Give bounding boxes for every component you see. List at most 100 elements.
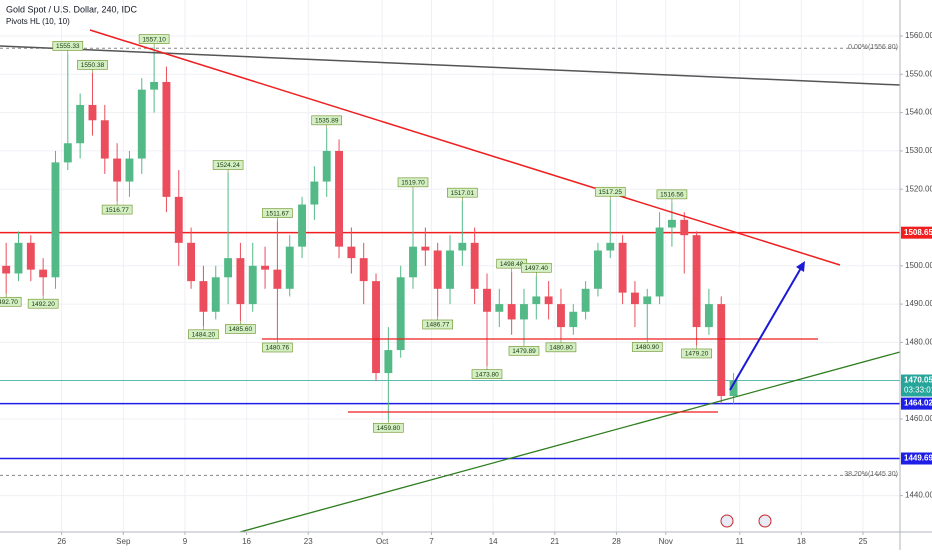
- y-tick-label: 1480.00: [905, 338, 932, 347]
- countdown: 03:33:01: [904, 386, 932, 395]
- candle-body: [76, 104, 85, 144]
- candle-body: [322, 150, 331, 182]
- x-tick-label: 7: [429, 537, 434, 546]
- candle-body: [14, 242, 23, 274]
- candle-body: [446, 250, 454, 289]
- candle-body: [569, 311, 578, 328]
- fib-label: 38.20%(1445.30): [844, 471, 898, 478]
- y-tick-label: 1540.00: [905, 108, 932, 117]
- candle-body: [335, 150, 343, 247]
- candle-body: [520, 304, 528, 320]
- candle-body: [643, 296, 652, 305]
- candle-body: [717, 304, 726, 397]
- pivot-label: 1484.20: [192, 332, 216, 339]
- candle-body: [125, 158, 134, 182]
- candle-body: [26, 242, 35, 270]
- pivot-box: [77, 60, 108, 70]
- x-tick-label: 18: [797, 537, 806, 546]
- pivot-box: [27, 298, 59, 309]
- candle-body: [248, 265, 257, 305]
- pivot-box: [262, 342, 293, 353]
- candle-body: [51, 162, 60, 278]
- candle-body: [470, 242, 479, 289]
- pivot-label: 1524.24: [216, 162, 240, 169]
- pivot-box: [447, 187, 478, 198]
- pivot-label: 1492.70: [0, 299, 18, 306]
- fib-label: 0.00%(1556.80): [848, 44, 898, 51]
- candle-body: [618, 242, 627, 293]
- pivot-label: 1497.40: [525, 265, 549, 272]
- arrow-head: [796, 261, 805, 272]
- level-label-box: [901, 452, 932, 465]
- pivot-label: 1517.25: [599, 189, 623, 196]
- pivot-box: [52, 41, 84, 51]
- pivot-box: [311, 115, 343, 126]
- candle-body: [39, 269, 48, 278]
- pivot-box: [521, 262, 552, 273]
- candle-body: [137, 89, 146, 159]
- x-tick-label: 23: [304, 537, 313, 546]
- pivot-box: [656, 189, 688, 200]
- x-tick-label: 26: [57, 537, 66, 546]
- arrow: [729, 267, 802, 391]
- level-label: 1464.02: [904, 399, 932, 408]
- candle-body: [409, 246, 417, 278]
- pivot-box: [225, 324, 256, 334]
- candle-body: [594, 250, 602, 289]
- pivot-label: 1550.38: [81, 62, 105, 69]
- trend-line: [0, 45, 901, 86]
- candle-body: [100, 120, 109, 159]
- candle-body: [359, 258, 368, 282]
- pivot-label: 1557.10: [142, 36, 166, 43]
- candles: [2, 47, 738, 420]
- candle-body: [187, 242, 196, 282]
- candle-body: [557, 304, 565, 328]
- pivot-label: 1480.80: [549, 345, 573, 352]
- candle-body: [483, 288, 491, 312]
- candle-body: [2, 265, 11, 274]
- pivot-box: [101, 204, 133, 215]
- candle-body: [495, 304, 504, 312]
- candle-body: [261, 265, 270, 270]
- x-tick-label: 21: [550, 537, 559, 546]
- candle-body: [655, 227, 664, 297]
- candle-body: [458, 242, 467, 251]
- pivot-label: 1480.90: [636, 344, 660, 351]
- event-icon: [758, 514, 772, 528]
- candle-body: [372, 281, 380, 374]
- pivot-label: 1519.70: [401, 180, 425, 187]
- candle-body: [421, 246, 430, 251]
- pivot-label: 1517.01: [451, 190, 475, 197]
- pivot-label: 1516.56: [660, 192, 684, 199]
- indicator-name: Pivots HL (10, 10): [6, 17, 70, 26]
- x-tick-label: 28: [612, 537, 621, 546]
- pivot-label: 1486.77: [426, 322, 450, 329]
- pivot-box: [373, 422, 404, 433]
- chart-title: Gold Spot / U.S. Dollar, 240, IDC: [6, 4, 138, 14]
- pivot-box: [631, 342, 663, 352]
- candle-body: [150, 81, 159, 90]
- candle-body: [211, 277, 220, 312]
- candle-body: [273, 269, 282, 289]
- pivot-label: 1511.67: [266, 210, 289, 217]
- x-tick-label: 9: [183, 537, 188, 546]
- candle-body: [88, 104, 97, 121]
- x-tick-label: Nov: [659, 537, 673, 546]
- y-tick-label: 1520.00: [905, 184, 932, 193]
- y-tick-label: 1440.00: [905, 491, 932, 500]
- pivot-box: [681, 348, 712, 359]
- level-label: 1508.65: [904, 228, 932, 237]
- x-tick-label: 16: [242, 537, 251, 546]
- x-tick-label: 25: [859, 537, 868, 546]
- pivot-label: 1516.77: [105, 207, 129, 214]
- y-tick-label: 1500.00: [905, 261, 932, 270]
- pivot-label: 1459.80: [377, 425, 401, 432]
- x-tick-label: Oct: [376, 537, 389, 546]
- pivot-box: [138, 34, 170, 44]
- candle-body: [396, 277, 405, 351]
- pivot-box: [188, 329, 219, 340]
- level-label-box: [901, 374, 932, 397]
- level-label: 1449.69: [904, 454, 932, 463]
